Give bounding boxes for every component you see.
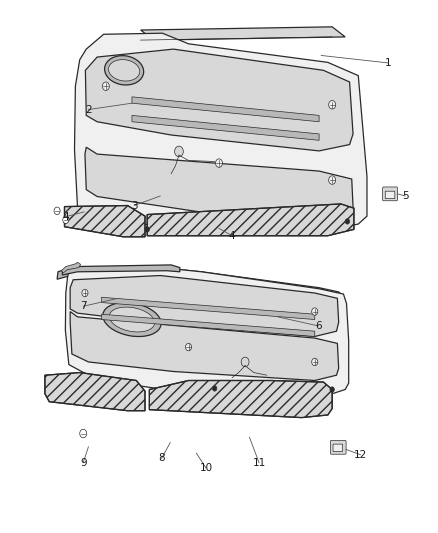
- Polygon shape: [57, 266, 219, 284]
- FancyBboxPatch shape: [383, 187, 397, 201]
- Polygon shape: [132, 115, 319, 140]
- Circle shape: [241, 357, 249, 367]
- Polygon shape: [85, 49, 353, 151]
- Text: 11: 11: [252, 458, 266, 467]
- Polygon shape: [65, 268, 349, 397]
- Circle shape: [345, 219, 350, 224]
- Text: 12: 12: [354, 450, 367, 460]
- Text: 5: 5: [402, 191, 409, 201]
- Ellipse shape: [110, 307, 155, 332]
- Text: 4: 4: [63, 212, 69, 222]
- Circle shape: [328, 176, 336, 184]
- Polygon shape: [70, 276, 339, 336]
- Polygon shape: [64, 206, 145, 237]
- Text: 4: 4: [229, 231, 235, 241]
- Polygon shape: [74, 33, 367, 235]
- Ellipse shape: [109, 60, 140, 81]
- Circle shape: [54, 207, 60, 215]
- Text: 6: 6: [315, 321, 321, 331]
- Polygon shape: [147, 204, 354, 236]
- Text: 7: 7: [80, 301, 87, 311]
- Text: 10: 10: [199, 463, 212, 473]
- Circle shape: [175, 146, 184, 157]
- Polygon shape: [149, 381, 332, 418]
- Text: 2: 2: [85, 104, 92, 115]
- Circle shape: [80, 429, 87, 438]
- Circle shape: [330, 387, 334, 392]
- Ellipse shape: [105, 55, 144, 85]
- Polygon shape: [141, 27, 345, 40]
- Circle shape: [215, 159, 223, 167]
- Circle shape: [328, 101, 336, 109]
- FancyBboxPatch shape: [333, 444, 343, 451]
- Circle shape: [82, 289, 88, 297]
- Polygon shape: [70, 312, 339, 381]
- Polygon shape: [62, 265, 180, 275]
- Circle shape: [63, 216, 69, 223]
- Text: 8: 8: [158, 454, 165, 463]
- Circle shape: [212, 386, 217, 391]
- Polygon shape: [85, 147, 353, 220]
- Polygon shape: [102, 297, 315, 319]
- Circle shape: [102, 82, 110, 91]
- Polygon shape: [102, 314, 315, 336]
- Circle shape: [185, 343, 191, 351]
- Circle shape: [312, 358, 318, 366]
- Text: 3: 3: [131, 200, 138, 211]
- FancyBboxPatch shape: [385, 191, 395, 199]
- Circle shape: [145, 227, 149, 232]
- FancyBboxPatch shape: [330, 440, 346, 454]
- Circle shape: [312, 308, 318, 316]
- Text: 9: 9: [80, 458, 87, 467]
- Polygon shape: [132, 97, 319, 122]
- Polygon shape: [197, 272, 343, 301]
- Polygon shape: [61, 262, 81, 273]
- Ellipse shape: [103, 303, 161, 336]
- Polygon shape: [45, 373, 145, 411]
- Text: 1: 1: [385, 58, 391, 68]
